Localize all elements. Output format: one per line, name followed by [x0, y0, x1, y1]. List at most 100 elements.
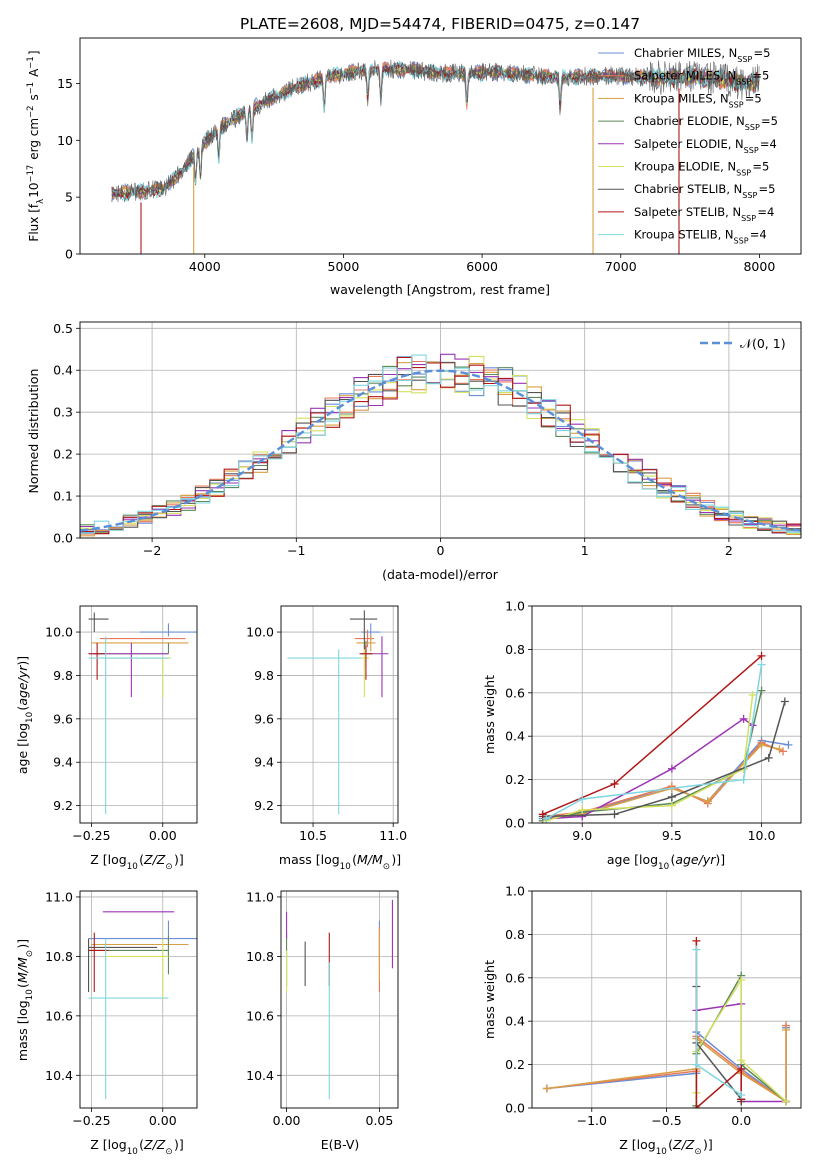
- weight-series-line: [695, 940, 742, 1108]
- y-tick-label: 10.6: [45, 1008, 73, 1023]
- weight-point: [692, 936, 701, 945]
- plot-area: [287, 610, 389, 815]
- y-tick-label: 10.4: [246, 1068, 274, 1083]
- weight-point: [667, 801, 676, 810]
- axes-frame: [280, 890, 399, 1109]
- x-axis-label: mass [log10 (M/M⊙ )]: [279, 852, 401, 872]
- weight-point: [782, 1025, 791, 1034]
- age-vs-mass-panel: 10.5 11.0 9.2 9.4 9.6 9.8 10.0 mass [log10 (M/M…: [246, 605, 407, 872]
- weight-point: [692, 1104, 701, 1108]
- y-axis-label: Normed distribution: [26, 369, 41, 494]
- y-tick-label: 0.8: [505, 642, 525, 657]
- y-tick-label: 1.0: [505, 599, 525, 614]
- residuals-panel: −2 −1 0 1 2 0.0 0.1 0.2 0.3 0.4 0.5 𝒩(0, 1) (data-mo…: [26, 321, 802, 582]
- weight-point: [737, 1064, 746, 1073]
- observed-spectrum-line: [111, 59, 760, 203]
- y-tick-label: 9.4: [53, 755, 73, 770]
- x-tick-label: 9.5: [662, 828, 682, 843]
- weight-point: [780, 697, 789, 706]
- x-tick-label: −2: [143, 543, 161, 558]
- x-tick-label: 0: [437, 543, 445, 558]
- weight-point: [578, 805, 587, 814]
- x-tick-label: −1: [287, 543, 305, 558]
- y-tick-label: 11.0: [45, 889, 73, 904]
- weight-point: [757, 740, 766, 749]
- axes-frame: [79, 605, 198, 824]
- weight-point: [737, 1056, 746, 1065]
- plot-area: [111, 59, 760, 254]
- x-tick-label: 0.00: [149, 828, 177, 843]
- x-axis-label: age [log10 (age/yr)]: [607, 852, 725, 872]
- x-tick-label: 0.00: [149, 1113, 177, 1128]
- x-tick-label: −0.25: [72, 1113, 110, 1128]
- x-tick-label: 8000: [743, 259, 775, 274]
- weight-point: [578, 795, 587, 804]
- plot-area: [286, 899, 393, 1100]
- weight-point: [764, 753, 773, 762]
- x-tick-label: −0.5: [651, 1113, 681, 1128]
- plot-area: [88, 911, 197, 1100]
- x-tick-label: 10.0: [748, 828, 776, 843]
- x-axis-label: E(B-V): [321, 1137, 360, 1152]
- y-tick-label: 10.8: [45, 949, 73, 964]
- x-tick-label: 2: [725, 543, 733, 558]
- x-tick-label: 11.0: [379, 828, 407, 843]
- y-tick-label: 0.5: [53, 321, 73, 336]
- y-tick-label: 0.4: [505, 1014, 525, 1029]
- weight-series-line: [546, 1029, 787, 1103]
- figure-title: PLATE=2608, MJD=54474, FIBERID=0475, z=0…: [240, 15, 640, 33]
- weight-series-line: [542, 690, 763, 822]
- y-tick-label: 10.6: [246, 1008, 274, 1023]
- plot-area: [542, 936, 791, 1108]
- y-tick-label: 10.0: [45, 625, 73, 640]
- weight-point: [737, 1090, 746, 1099]
- y-tick-label: 9.8: [53, 668, 73, 683]
- residual-histogram: [80, 354, 801, 538]
- weight-series-line: [545, 664, 763, 820]
- x-tick-label: 1: [581, 543, 589, 558]
- legend-entry: Kroupa MILES, NSSP =5: [634, 91, 762, 109]
- legend-entry: Kroupa ELODIE, NSSP =5: [634, 160, 769, 178]
- y-tick-label: 10: [57, 133, 73, 148]
- y-tick-label: 9.2: [254, 798, 274, 813]
- x-tick-label: 6000: [466, 259, 498, 274]
- legend-entry: Chabrier MILES, NSSP =5: [634, 46, 770, 64]
- legend-entry: 𝒩(0, 1): [740, 336, 786, 351]
- weight-point: [667, 792, 676, 801]
- weight-point: [748, 690, 757, 699]
- axes-frame: [79, 890, 198, 1109]
- x-tick-label: 0.0: [731, 1113, 751, 1128]
- plot-area: [88, 612, 197, 815]
- x-tick-label: 10.5: [299, 828, 327, 843]
- legend-entry: Chabrier ELODIE, NSSP =5: [634, 114, 778, 132]
- y-axis-label: mass weight: [482, 960, 497, 1039]
- y-tick-label: 10.8: [246, 949, 274, 964]
- legend-entry: Salpeter ELODIE, NSSP =4: [634, 137, 777, 155]
- axes-frame: [531, 605, 802, 824]
- y-tick-label: 0.3: [53, 405, 73, 420]
- y-tick-label: 0.6: [505, 970, 525, 985]
- y-tick-label: 0: [65, 247, 73, 262]
- y-tick-label: 9.6: [53, 711, 73, 726]
- x-tick-label: 9.0: [572, 828, 592, 843]
- y-tick-label: 0.0: [505, 1101, 525, 1116]
- normal-curve: [80, 369, 801, 532]
- axes-frame: [280, 605, 399, 824]
- weight-point: [757, 651, 766, 660]
- y-tick-label: 0.0: [53, 531, 73, 546]
- mass-vs-metallicity-panel: −0.25 0.00 10.4 10.6 10.8 11.0 Z [log10 (Z/Z⊙ …: [15, 889, 198, 1157]
- weight-vs-age-panel: 9.0 9.5 10.0 0.0 0.2 0.4 0.6 0.8 1.0 mass weight a…: [482, 599, 802, 872]
- weight-point: [757, 686, 766, 695]
- legend-entry: Chabrier STELIB, NSSP =5: [634, 182, 775, 200]
- weight-point: [542, 1084, 551, 1093]
- y-axis-label: mass [log10 (M/M⊙ )]: [15, 939, 35, 1061]
- y-axis-label: age [log10 (age/yr)]: [15, 656, 35, 774]
- y-tick-label: 0.0: [505, 816, 525, 831]
- y-tick-label: 0.1: [53, 489, 73, 504]
- spectrum-panel: 4000 5000 6000 7000 8000 0 5 10 15 wavelength [An…: [25, 37, 802, 297]
- x-axis-label: Z [log10 (Z/Z⊙ )]: [90, 852, 183, 872]
- y-tick-label: 11.0: [246, 889, 274, 904]
- y-axis-label: Flux [fλ 10−17 erg cm−2 s−1 A−1 ]: [25, 50, 45, 241]
- axes-frame: [531, 890, 802, 1109]
